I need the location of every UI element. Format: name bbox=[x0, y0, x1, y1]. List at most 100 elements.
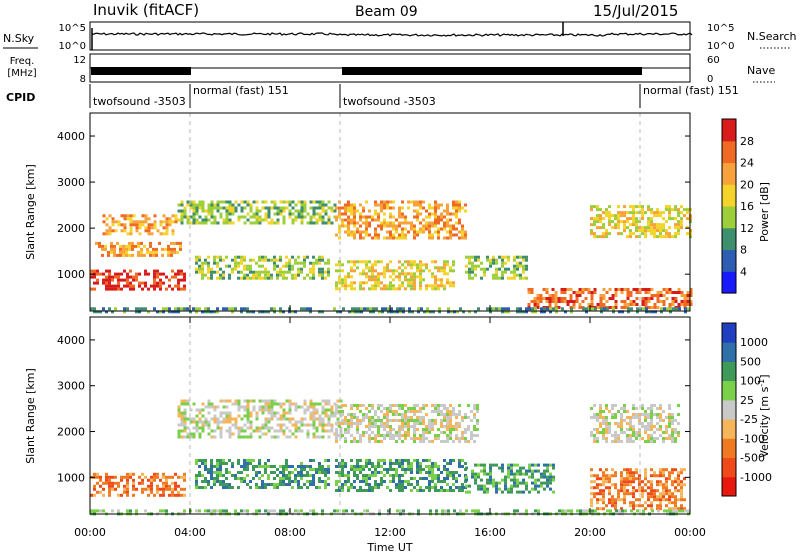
power-cell bbox=[365, 218, 368, 222]
velocity-cell bbox=[617, 492, 620, 496]
power-cell bbox=[204, 215, 208, 219]
velocity-cell bbox=[261, 423, 265, 427]
velocity-cell bbox=[356, 468, 359, 471]
velocity-cell bbox=[273, 509, 276, 513]
power-cell bbox=[486, 267, 489, 271]
velocity-cell bbox=[635, 498, 638, 502]
velocity-cell bbox=[123, 490, 126, 494]
velocity-cell bbox=[623, 404, 626, 407]
power-cell bbox=[386, 284, 389, 288]
power-cell bbox=[117, 275, 120, 279]
velocity-cell bbox=[108, 493, 111, 497]
velocity-cell bbox=[455, 416, 458, 419]
velocity-cell bbox=[359, 437, 362, 440]
velocity-cell bbox=[537, 463, 540, 467]
velocity-cell bbox=[234, 402, 238, 406]
power-cell bbox=[129, 281, 132, 285]
velocity-cell bbox=[675, 509, 678, 513]
power-cell bbox=[356, 221, 359, 225]
power-cell bbox=[186, 203, 190, 207]
velocity-cell bbox=[270, 411, 274, 415]
power-cell bbox=[347, 203, 350, 207]
power-cell bbox=[492, 255, 495, 259]
power-cell bbox=[653, 235, 656, 239]
velocity-cell bbox=[344, 428, 347, 431]
power-cell bbox=[335, 215, 338, 219]
power-cell bbox=[201, 200, 205, 204]
power-cell bbox=[195, 203, 199, 207]
power-cell bbox=[413, 281, 416, 285]
power-cell bbox=[159, 220, 163, 224]
velocity-cell bbox=[300, 477, 303, 480]
power-cell bbox=[377, 212, 380, 216]
power-cell bbox=[249, 310, 252, 314]
power-cell bbox=[216, 221, 220, 225]
velocity-cell bbox=[659, 413, 662, 416]
power-cell bbox=[186, 307, 189, 311]
velocity-cell bbox=[428, 468, 431, 471]
power-cell bbox=[333, 307, 336, 311]
power-cell bbox=[294, 261, 297, 265]
velocity-cell bbox=[365, 407, 368, 410]
power-cell bbox=[443, 227, 446, 231]
power-cell bbox=[602, 294, 606, 297]
velocity-cell bbox=[629, 504, 632, 508]
velocity-cell bbox=[605, 425, 608, 428]
power-cell bbox=[431, 275, 434, 279]
power-cell bbox=[219, 212, 223, 216]
power-cell bbox=[282, 276, 285, 280]
power-cell bbox=[357, 307, 360, 311]
power-cell bbox=[116, 241, 119, 245]
velocity-cell bbox=[353, 474, 356, 477]
power-cell bbox=[90, 269, 93, 273]
power-cell bbox=[627, 307, 630, 311]
power-cell bbox=[180, 200, 184, 204]
velocity-cell bbox=[647, 504, 650, 508]
velocity-cell bbox=[519, 481, 522, 485]
power-cell bbox=[144, 226, 148, 230]
power-cell bbox=[261, 310, 264, 314]
velocity-cell bbox=[416, 483, 419, 486]
velocity-cell bbox=[428, 474, 431, 477]
velocity-cell bbox=[407, 434, 410, 437]
power-cell bbox=[165, 229, 169, 233]
power-cell bbox=[150, 226, 154, 230]
velocity-cell bbox=[647, 492, 650, 496]
power-cell bbox=[647, 306, 651, 309]
velocity-cell bbox=[377, 459, 380, 462]
velocity-cell bbox=[449, 489, 452, 492]
velocity-cell bbox=[234, 423, 238, 427]
power-cell bbox=[350, 218, 353, 222]
velocity-cell bbox=[321, 405, 325, 409]
power-cell bbox=[446, 260, 449, 264]
velocity-cell bbox=[665, 504, 668, 508]
power-cell bbox=[602, 223, 605, 227]
velocity-cell bbox=[440, 410, 443, 413]
velocity-cell bbox=[297, 474, 300, 477]
power-cell bbox=[353, 263, 356, 267]
power-cell bbox=[318, 310, 321, 314]
power-cell bbox=[608, 220, 611, 224]
power-cell bbox=[321, 206, 325, 210]
power-cell bbox=[318, 200, 322, 204]
velocity-cell bbox=[177, 432, 181, 436]
power-cell bbox=[114, 275, 117, 279]
power-cell bbox=[147, 217, 151, 221]
power-cell bbox=[536, 294, 540, 297]
power-cell bbox=[368, 275, 371, 279]
velocity-cell bbox=[162, 475, 165, 479]
velocity-cell bbox=[443, 413, 446, 416]
velocity-cell bbox=[656, 498, 659, 502]
power-cell bbox=[578, 303, 582, 306]
velocity-cell bbox=[632, 492, 635, 496]
velocity-cell bbox=[279, 465, 282, 468]
power-cell bbox=[383, 266, 386, 270]
velocity-cell bbox=[626, 434, 629, 437]
velocity-cell bbox=[440, 404, 443, 407]
frequency-panel: Freq. [MHz] 12 8 60 0 Nave bbox=[7, 53, 775, 85]
power-cell bbox=[522, 264, 525, 268]
power-cell bbox=[428, 206, 431, 210]
velocity-cell bbox=[105, 475, 108, 479]
velocity-cell bbox=[671, 483, 674, 487]
